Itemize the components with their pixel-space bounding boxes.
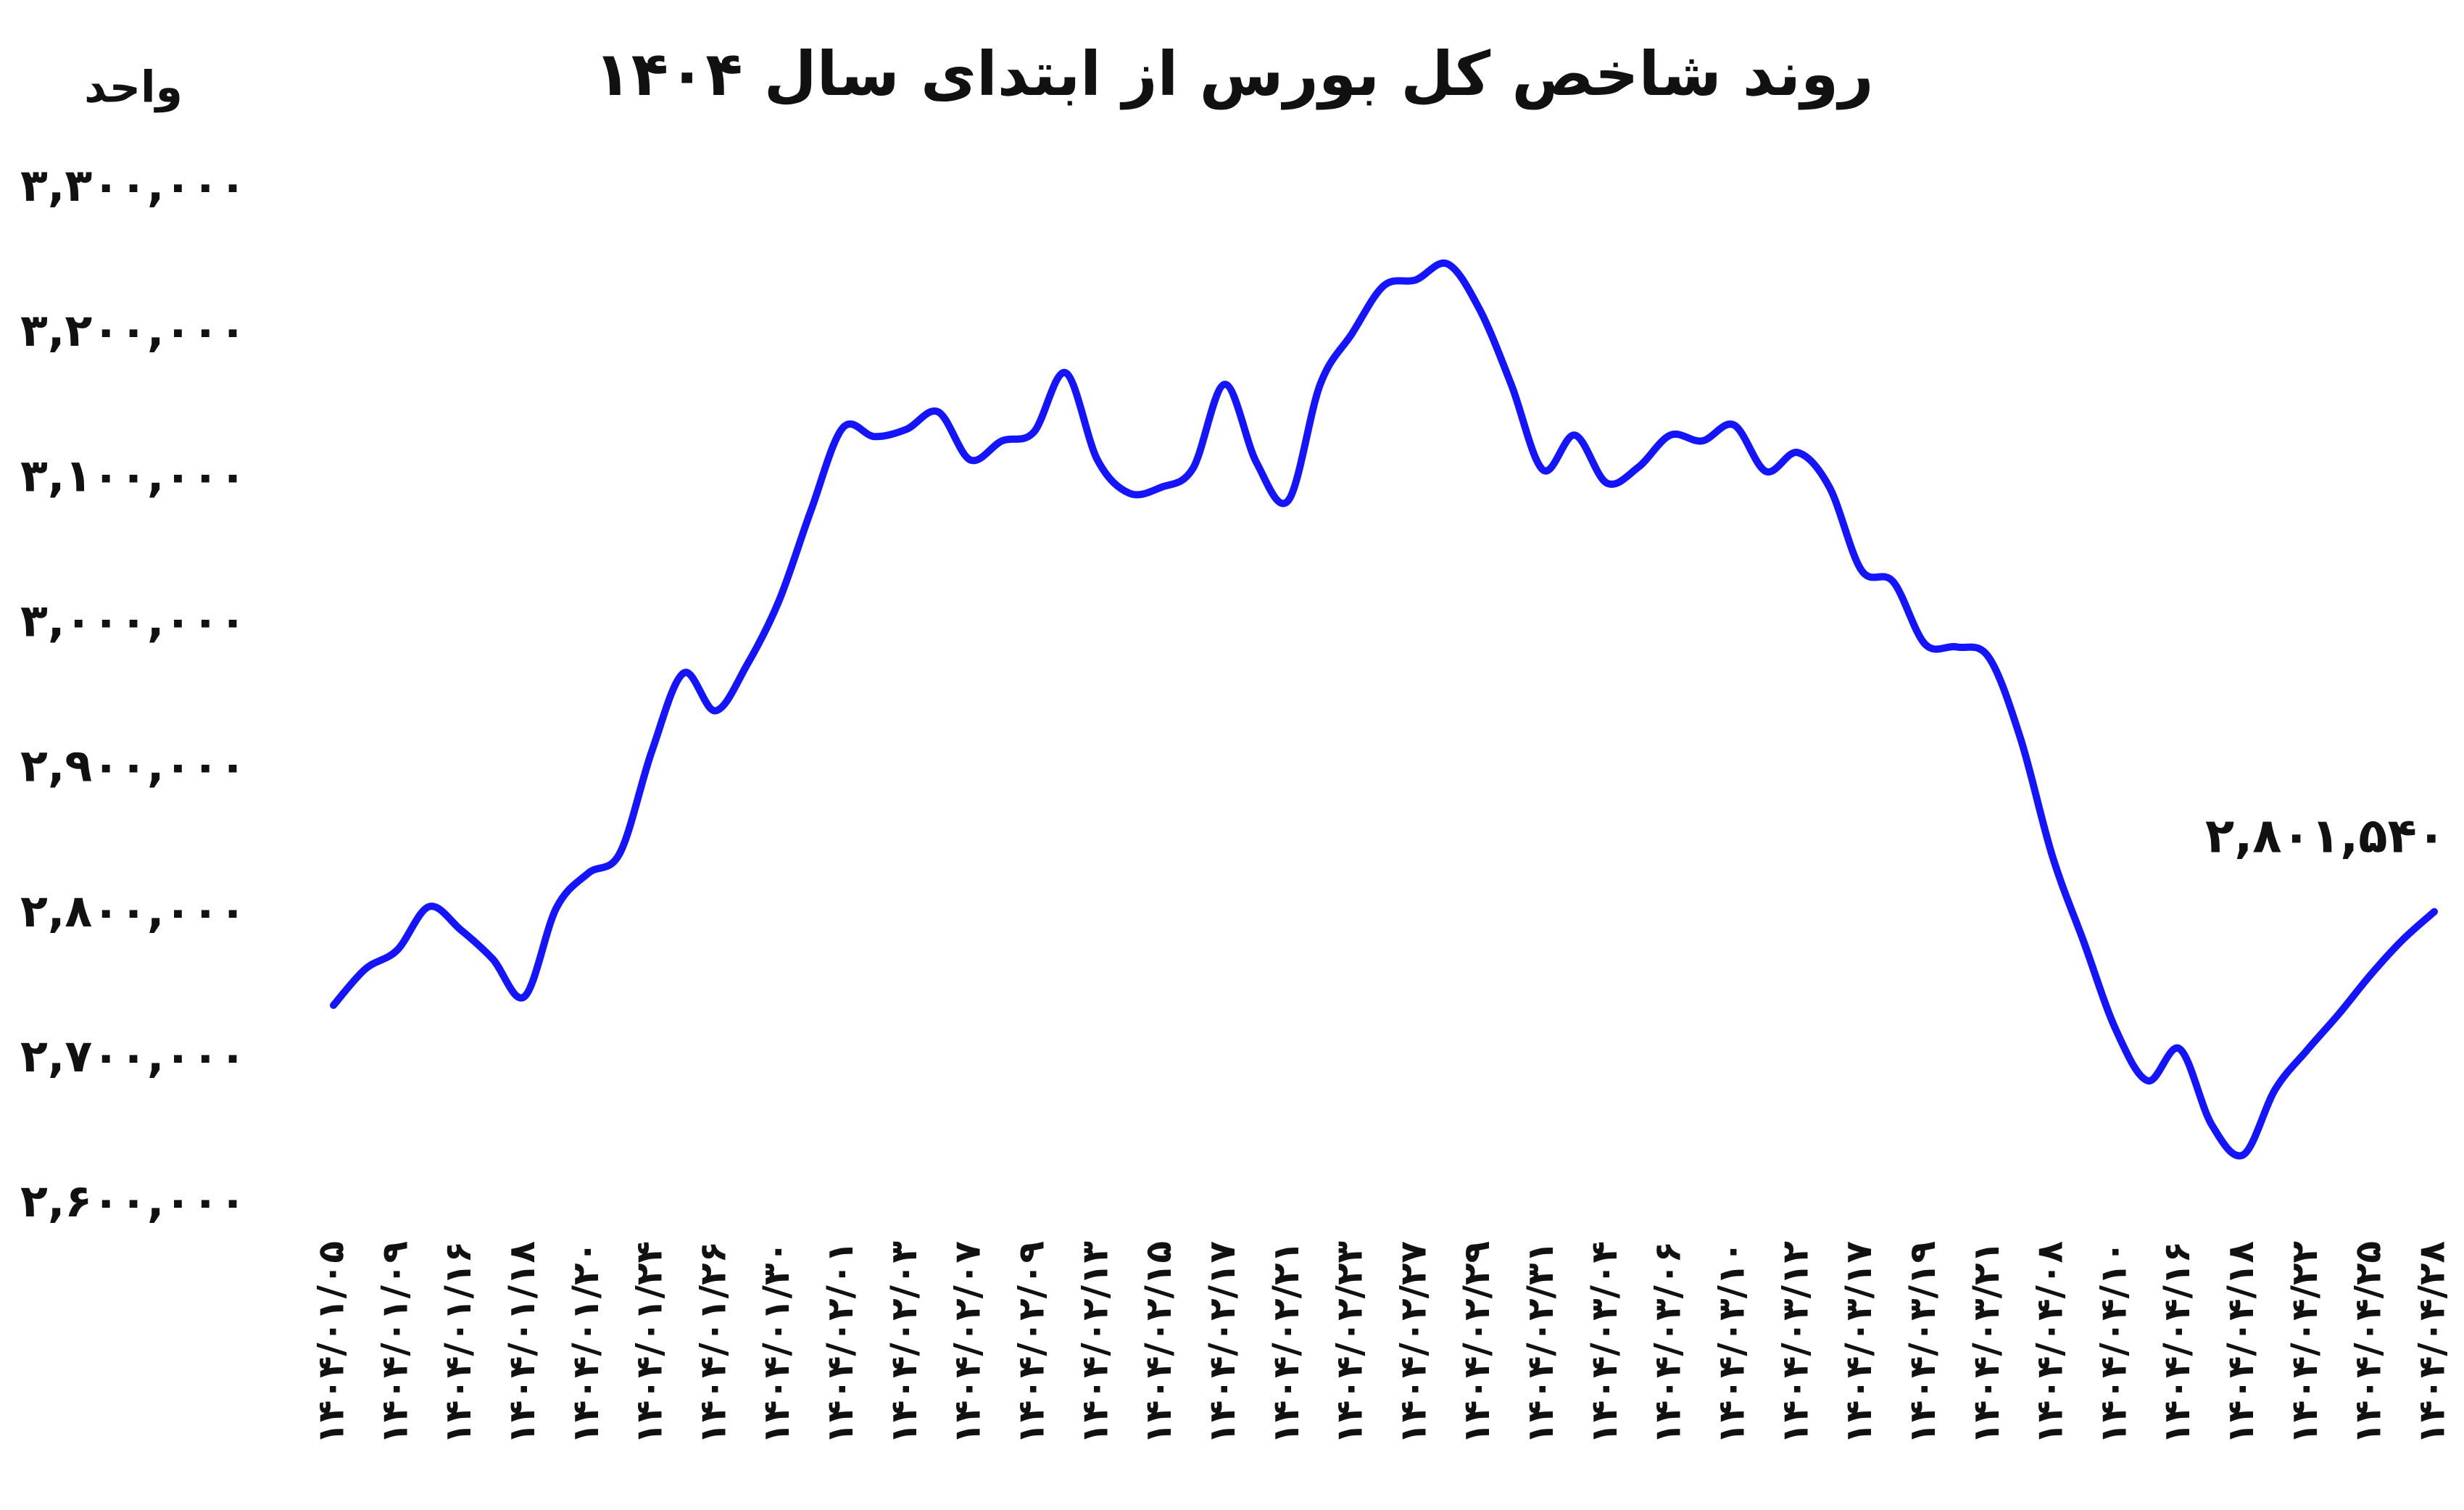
x-tick-label: ۱۴۰۴/۰۱/۱۸ <box>501 1241 543 1445</box>
x-tick-label: ۱۴۰۴/۰۲/۲۳ <box>1329 1241 1371 1445</box>
x-tick-label: ۱۴۰۴/۰۲/۲۹ <box>1456 1241 1498 1445</box>
x-tick-label: ۱۴۰۴/۰۲/۱۳ <box>1074 1241 1116 1445</box>
chart-title: روند شاخص کل بورس از ابتدای سال ۱۴۰۴ <box>594 38 1873 110</box>
x-tick-label: ۱۴۰۴/۰۴/۱۰ <box>2092 1241 2134 1445</box>
y-tick-label: ۳,۲۰۰,۰۰۰ <box>20 304 246 357</box>
x-tick-label: ۱۴۰۴/۰۱/۱۶ <box>437 1241 479 1445</box>
x-tick-label: ۱۴۰۴/۰۴/۱۸ <box>2220 1241 2262 1445</box>
x-tick-label: ۱۴۰۴/۰۳/۱۹ <box>1901 1241 1944 1445</box>
y-tick-label: ۲,۶۰۰,۰۰۰ <box>20 1174 246 1227</box>
x-tick-label: ۱۴۰۴/۰۲/۲۱ <box>1265 1241 1307 1445</box>
y-tick-label: ۳,۱۰۰,۰۰۰ <box>20 449 246 502</box>
x-tick-label: ۱۴۰۴/۰۴/۲۵ <box>2347 1241 2389 1445</box>
x-tick-label: ۱۴۰۴/۰۳/۱۲ <box>1774 1241 1816 1445</box>
x-tick-label: ۱۴۰۴/۰۴/۲۸ <box>2411 1241 2453 1445</box>
x-tick-label: ۱۴۰۴/۰۱/۲۴ <box>629 1241 671 1445</box>
x-tick-label: ۱۴۰۴/۰۲/۱۵ <box>1137 1241 1179 1445</box>
x-tick-label: ۱۴۰۴/۰۳/۰۴ <box>1583 1241 1625 1445</box>
x-tick-label: ۱۴۰۴/۰۱/۰۹ <box>373 1241 415 1445</box>
x-tick-label: ۱۴۰۴/۰۲/۰۳ <box>883 1241 925 1445</box>
x-tick-label: ۱۴۰۴/۰۳/۰۶ <box>1647 1241 1689 1445</box>
x-tick-label: ۱۴۰۴/۰۲/۰۹ <box>1011 1241 1053 1445</box>
x-tick-label: ۱۴۰۴/۰۱/۳۰ <box>755 1241 797 1445</box>
y-tick-label: ۳,۰۰۰,۰۰۰ <box>20 594 246 647</box>
x-tick-label: ۱۴۰۴/۰۲/۳۱ <box>1519 1241 1561 1445</box>
x-tick-label: ۱۴۰۴/۰۱/۲۰ <box>565 1241 607 1445</box>
x-tick-label: ۱۴۰۴/۰۲/۰۱ <box>819 1241 861 1445</box>
x-tick-label: ۱۴۰۴/۰۴/۱۶ <box>2156 1241 2198 1445</box>
x-tick-label: ۱۴۰۴/۰۱/۰۵ <box>310 1241 352 1445</box>
y-axis-label: واحد <box>84 62 183 113</box>
y-tick-label: ۲,۹۰۰,۰۰۰ <box>20 739 246 792</box>
x-tick-label: ۱۴۰۴/۰۴/۰۸ <box>2029 1241 2071 1445</box>
x-tick-label: ۱۴۰۴/۰۳/۱۷ <box>1838 1241 1880 1445</box>
y-tick-label: ۲,۸۰۰,۰۰۰ <box>20 884 246 937</box>
value-label: ۲,۸۰۱,۵۴۰ <box>2205 808 2446 864</box>
x-tick-label: ۱۴۰۴/۰۲/۲۷ <box>1392 1241 1434 1445</box>
x-tick-label: ۱۴۰۴/۰۲/۰۷ <box>947 1241 989 1445</box>
x-tick-label: ۱۴۰۴/۰۴/۲۲ <box>2283 1241 2326 1445</box>
y-tick-label: ۳,۳۰۰,۰۰۰ <box>20 159 246 212</box>
line-series <box>330 259 2438 1160</box>
x-tick-label: ۱۴۰۴/۰۱/۲۶ <box>692 1241 734 1445</box>
x-tick-label: ۱۴۰۴/۰۳/۲۱ <box>1965 1241 2007 1445</box>
x-tick-label: ۱۴۰۴/۰۲/۱۷ <box>1201 1241 1243 1445</box>
y-tick-label: ۲,۷۰۰,۰۰۰ <box>20 1029 246 1082</box>
x-tick-label: ۱۴۰۴/۰۳/۱۰ <box>1711 1241 1753 1445</box>
